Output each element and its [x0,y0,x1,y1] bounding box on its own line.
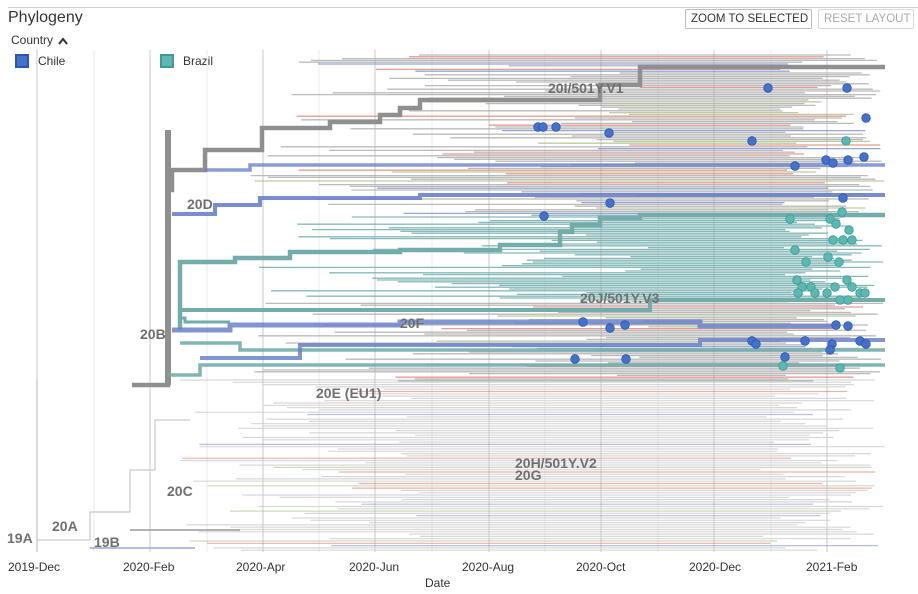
tip-brazil[interactable] [801,257,811,267]
tip-brazil[interactable] [842,275,852,285]
tip-chile[interactable] [842,83,852,93]
tip-brazil[interactable] [823,252,833,262]
axis-tick-2020-aug: 2020-Aug [462,560,514,574]
tip-brazil[interactable] [778,361,788,371]
axis-tick-2020-jun: 2020-Jun [349,560,399,574]
legend-label-brazil: Brazil [183,54,214,68]
tip-chile[interactable] [604,128,614,138]
tip-chile[interactable] [763,83,773,93]
tip-chile[interactable] [605,198,615,208]
reset-layout-button[interactable]: RESET LAYOUT [818,9,914,29]
tip-chile[interactable] [843,321,853,331]
tip-brazil[interactable] [790,245,800,255]
tip-brazil[interactable] [828,235,838,245]
chevron-up-icon [58,37,69,45]
tip-brazil[interactable] [838,235,848,245]
tree-branches [36,54,885,552]
tip-chile[interactable] [747,136,757,146]
clade-label-19a: 19A [7,530,33,546]
tip-chile[interactable] [621,354,631,364]
legend-label-chile: Chile [38,54,66,68]
axis-tick-2020-apr: 2020-Apr [236,560,285,574]
clade-label-19b: 19B [94,534,120,550]
tip-brazil[interactable] [825,214,835,224]
clade-label-20d: 20D [187,196,213,212]
axis-title: Date [425,576,451,590]
tip-brazil[interactable] [837,207,847,217]
tree-tips[interactable] [533,83,871,373]
tip-chile[interactable] [828,158,838,168]
clade-label-20j: 20J/501Y.V3 [580,290,660,306]
tip-chile[interactable] [620,320,630,330]
tip-brazil[interactable] [860,288,870,298]
tip-chile[interactable] [790,161,800,171]
legend-swatch-brazil [160,54,174,68]
axis-tick-2020-feb: 2020-Feb [123,560,175,574]
legend-swatch-chile [15,54,29,68]
tip-brazil[interactable] [847,235,857,245]
tip-brazil[interactable] [793,288,803,298]
tip-brazil[interactable] [831,219,841,229]
color-by-toggle[interactable]: Country [11,33,69,47]
tip-brazil[interactable] [843,295,853,305]
tip-brazil[interactable] [847,282,857,292]
tip-brazil[interactable] [785,214,795,224]
tip-chile[interactable] [825,345,835,355]
tip-chile[interactable] [800,336,810,346]
tip-chile[interactable] [859,152,869,162]
tip-brazil[interactable] [792,275,802,285]
tip-chile[interactable] [843,155,853,165]
tip-chile[interactable] [578,317,588,327]
tip-brazil[interactable] [830,282,840,292]
clade-label-20i: 20I/501Y.V1 [548,80,624,96]
tip-brazil[interactable] [844,225,854,235]
clade-label-20c: 20C [167,483,193,499]
legend-item-chile[interactable]: Chile [15,52,65,70]
clade-label-20b: 20B [140,326,166,342]
tip-chile[interactable] [780,352,790,362]
tip-brazil[interactable] [834,257,844,267]
tip-brazil[interactable] [835,363,845,373]
legend-item-brazil[interactable]: Brazil [160,52,213,70]
clade-label-20h: 20H/501Y.V2 [515,455,597,471]
axis-tick-2020-dec: 2020-Dec [689,560,741,574]
tip-chile[interactable] [861,113,871,123]
clade-label-20a: 20A [52,518,78,534]
color-by-label: Country [11,33,54,47]
tip-brazil[interactable] [835,295,845,305]
tip-chile[interactable] [831,320,841,330]
clade-label-20e: 20E (EU1) [316,385,381,401]
tip-brazil[interactable] [810,288,820,298]
tip-chile[interactable] [570,354,580,364]
panel-title: Phylogeny [8,9,83,26]
tip-chile[interactable] [751,339,761,349]
axis-tick-2021-feb: 2021-Feb [806,560,858,574]
tip-chile[interactable] [551,122,561,132]
tip-brazil[interactable] [822,288,832,298]
tip-chile[interactable] [838,193,848,203]
top-divider [8,7,918,8]
tip-brazil[interactable] [841,136,851,146]
clade-label-20g: 20G [515,467,542,483]
tip-chile[interactable] [539,211,549,221]
clade-label-20f: 20F [400,315,425,331]
tip-chile[interactable] [538,122,548,132]
time-axis: 2019-Dec 2020-Feb 2020-Apr 2020-Jun 2020… [8,560,858,590]
tip-chile[interactable] [861,339,871,349]
axis-tick-2019-dec: 2019-Dec [8,560,60,574]
axis-tick-2020-oct: 2020-Oct [576,560,626,574]
zoom-to-selected-button[interactable]: ZOOM TO SELECTED [685,9,812,29]
tip-chile[interactable] [605,323,615,333]
clade-labels: 20I/501Y.V1 20D 20J/501Y.V3 20F 20B 20E … [7,80,660,550]
